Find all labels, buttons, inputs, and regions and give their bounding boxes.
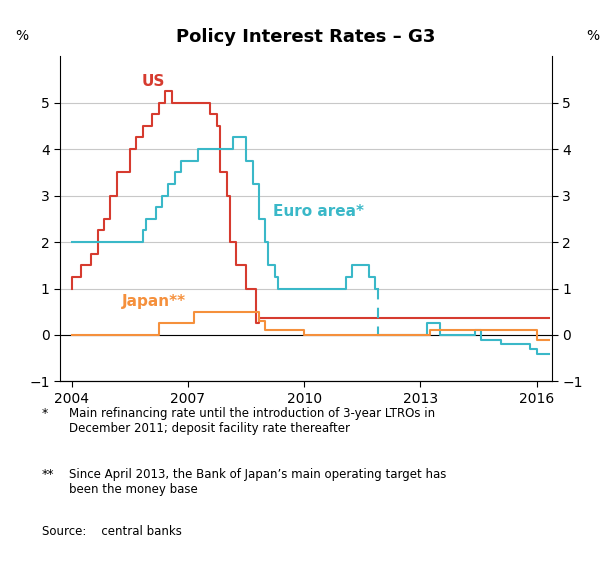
Text: **: ** [42, 468, 55, 481]
Text: Japan**: Japan** [122, 294, 186, 309]
Text: US: US [142, 74, 165, 89]
Text: Since April 2013, the Bank of Japan’s main operating target has
been the money b: Since April 2013, the Bank of Japan’s ma… [69, 468, 446, 496]
Text: *: * [42, 407, 48, 420]
Text: Main refinancing rate until the introduction of 3-year LTROs in
December 2011; d: Main refinancing rate until the introduc… [69, 407, 435, 435]
Text: Euro area*: Euro area* [273, 204, 364, 219]
Text: %: % [586, 29, 599, 43]
Text: %: % [16, 29, 29, 43]
Title: Policy Interest Rates – G3: Policy Interest Rates – G3 [176, 28, 436, 46]
Text: Source:    central banks: Source: central banks [42, 525, 182, 537]
